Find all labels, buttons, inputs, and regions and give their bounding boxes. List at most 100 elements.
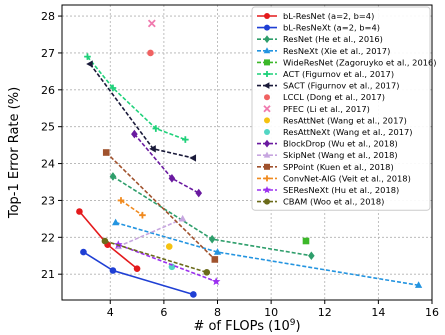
data-point-sact-figurnov-et-al-2017	[86, 60, 93, 68]
x-axis-label: # of FLOPs (109)	[193, 318, 300, 334]
data-point-cbam-woo-et-al-2018	[101, 237, 109, 245]
data-point-resnet-he-et-al-2016	[208, 234, 216, 244]
data-point-resnext-xie-et-al-2017	[414, 281, 423, 288]
legend-label: SACT (Figurnov et al., 2017)	[283, 81, 399, 91]
data-point-bl-resnext-a-2-b-4	[80, 248, 87, 256]
legend-entry-seresnext-hu-et-al-2018: SEResNeXt (Hu et al., 2018)	[257, 185, 399, 195]
legend-marker	[264, 94, 270, 101]
legend-label: LCCL (Dong et al., 2017)	[283, 92, 385, 102]
legend-label: ResNeXt (Xie et al., 2017)	[283, 46, 390, 56]
series-line-act-figurnov-et-al-2017	[86, 56, 186, 141]
legend-label: ConvNet-AIG (Veit et al., 2018)	[283, 173, 411, 183]
data-point-convnet-aig-veit-et-al-2018	[139, 211, 146, 219]
legend-entry-convnet-aig-veit-et-al-2018: ConvNet-AIG (Veit et al., 2018)	[257, 173, 411, 183]
plot-frame	[61, 4, 433, 301]
legend-marker	[264, 175, 270, 182]
y-tick-label: 21	[41, 268, 55, 281]
x-tick-label: 16	[425, 306, 439, 319]
series-lccl-dong-et-al-2017	[147, 49, 154, 57]
series-line-cbam-woo-et-al-2018	[104, 240, 208, 274]
series-blockdrop-wu-et-al-2018	[131, 129, 203, 198]
series-wideresnet-zagoruyko-et-al-2016	[302, 237, 310, 245]
data-point-resnet-he-et-al-2016	[308, 251, 315, 261]
data-point-cbam-woo-et-al-2018	[203, 269, 211, 276]
legend-label: SPPoint (Kuen et al., 2018)	[283, 162, 394, 172]
legend-entry-lccl-dong-et-al-2017: LCCL (Dong et al., 2017)	[264, 92, 385, 102]
legend-entry-cbam-woo-et-al-2018: CBAM (Woo et al., 2018)	[257, 197, 384, 207]
data-point-bl-resnext-a-2-b-4	[190, 291, 197, 298]
x-axis-label-main: # of FLOPs (10	[193, 319, 289, 334]
legend-entry-sppoint-kuen-et-al-2018: SPPoint (Kuen et al., 2018)	[257, 162, 394, 172]
data-point-bl-resnet-a-2-b-4	[76, 208, 83, 215]
legend-marker	[263, 185, 271, 194]
legend-marker	[264, 129, 270, 135]
y-tick-label: 24	[41, 158, 55, 171]
legend-marker	[264, 24, 270, 31]
x-tick-label: 4	[107, 306, 114, 319]
legend-marker	[264, 198, 270, 205]
data-point-seresnext-hu-et-al-2018	[211, 277, 221, 286]
data-point-blockdrop-wu-et-al-2018	[168, 174, 176, 183]
x-tick-label: 12	[318, 306, 332, 319]
data-point-blockdrop-wu-et-al-2018	[131, 129, 138, 139]
data-point-act-figurnov-et-al-2017	[84, 53, 91, 60]
x-tick-label: 6	[160, 306, 167, 319]
x-tick-label: 14	[371, 306, 385, 319]
data-point-sppoint-kuen-et-al-2018	[102, 149, 110, 156]
y-tick-label: 26	[41, 84, 55, 97]
series-convnet-aig-veit-et-al-2018	[117, 197, 146, 219]
legend-entry-act-figurnov-et-al-2017: ACT (Figurnov et al., 2017)	[257, 69, 394, 79]
series-line-resnext-xie-et-al-2017	[115, 221, 419, 287]
legend-marker	[264, 163, 270, 170]
legend-label: BlockDrop (Wu et al., 2018)	[283, 139, 398, 149]
series-pfec-li-et-al-2017	[147, 19, 156, 28]
legend-entry-resattnet-wang-et-al-2017: ResAttNet (Wang et al., 2017)	[264, 115, 407, 125]
data-point-pfec-li-et-al-2017	[147, 19, 156, 28]
x-tick-label: 8	[214, 306, 221, 319]
y-tick-label: 23	[41, 194, 55, 207]
legend-label: bL-ResNet (a=2, b=4)	[283, 11, 374, 21]
legend-entry-sact-figurnov-et-al-2017: SACT (Figurnov et al., 2017)	[257, 81, 399, 91]
legend-entry-wideresnet-zagoruyko-et-al-2016: WideResNet (Zagoruyko et al., 2016)	[257, 57, 437, 67]
x-axis-label-close: )	[295, 319, 300, 334]
series-line-bl-resnext-a-2-b-4	[83, 251, 194, 296]
data-point-blockdrop-wu-et-al-2018	[195, 188, 203, 198]
series-line-convnet-aig-veit-et-al-2018	[120, 199, 143, 216]
legend-entry-resnet-he-et-al-2016: ResNet (He et al., 2016)	[257, 34, 383, 44]
legend-label: ResAttNeXt (Wang et al., 2017)	[283, 127, 413, 137]
legend-marker	[264, 35, 270, 44]
legend-label: WideResNet (Zagoruyko et al., 2016)	[283, 57, 437, 67]
legend-marker	[263, 82, 270, 89]
series-resnet-he-et-al-2016	[109, 172, 315, 261]
y-tick-label: 27	[41, 47, 55, 60]
series-resattnext-wang-et-al-2017	[168, 263, 176, 271]
series-act-figurnov-et-al-2017	[84, 53, 189, 143]
legend: bL-ResNet (a=2, b=4) bL-ResNeXt (a=2, b=4…	[251, 6, 437, 211]
data-point-bl-resnext-a-2-b-4	[109, 267, 117, 274]
tick-layer: 4 6 8 10 12 14 16 21 22 23 24 25 26 27 28	[41, 10, 439, 319]
legend-entry-blockdrop-wu-et-al-2018: BlockDrop (Wu et al., 2018)	[257, 139, 398, 149]
legend-entry-bl-resnext-a-2-b-4: bL-ResNeXt (a=2, b=4)	[257, 23, 380, 33]
data-point-act-figurnov-et-al-2017	[152, 125, 160, 132]
series-line-bl-resnet-a-2-b-4	[78, 210, 138, 270]
legend-label: ResNet (He et al., 2016)	[283, 34, 383, 44]
legend-entry-resattnext-wang-et-al-2017: ResAttNeXt (Wang et al., 2017)	[264, 127, 413, 137]
legend-marker	[264, 139, 270, 148]
data-point-resnext-xie-et-al-2017	[111, 218, 120, 226]
data-point-resattnext-wang-et-al-2017	[168, 263, 176, 271]
data-point-lccl-dong-et-al-2017	[147, 49, 154, 57]
legend-label: PFEC (Li et al., 2017)	[283, 104, 370, 114]
legend-label: SEResNeXt (Hu et al., 2018)	[283, 185, 399, 195]
legend-marker	[264, 71, 270, 77]
x-tick-label: 10	[264, 306, 278, 319]
legend-marker	[263, 105, 271, 113]
series-resnext-xie-et-al-2017	[111, 218, 423, 288]
legend-entry-bl-resnet-a-2-b-4: bL-ResNet (a=2, b=4)	[257, 11, 374, 21]
series-bl-resnext-a-2-b-4	[80, 248, 197, 298]
legend-marker	[264, 59, 270, 66]
data-point-resnet-he-et-al-2016	[109, 172, 117, 181]
data-point-act-figurnov-et-al-2017	[109, 84, 117, 92]
series-bl-resnet-a-2-b-4	[76, 208, 141, 272]
y-axis-label: Top-1 Error Rate (%)	[7, 87, 22, 219]
